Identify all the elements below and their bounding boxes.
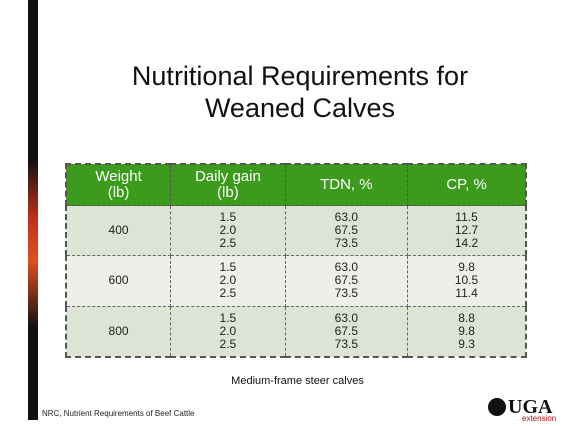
- cell-text: 73.5: [334, 286, 359, 301]
- gain-cell: 1.5 2.0 2.5: [170, 305, 286, 358]
- table-row: 400 1.5 2.0 2.5 63.0 67.5 73.5 11.5 12.7 14.2: [65, 204, 527, 257]
- cell-text: 8.8: [458, 310, 475, 325]
- header-text: Weight: [95, 168, 142, 185]
- cell-text: 63.0: [334, 210, 359, 225]
- gain-cell: 1.5 2.0 2.5: [170, 255, 286, 307]
- header-text: (lb): [217, 184, 239, 201]
- cell-text: 14.2: [454, 236, 479, 251]
- cell-text: 9.3: [458, 336, 475, 351]
- logo: UGA extension: [488, 396, 563, 424]
- table-body: 400 1.5 2.0 2.5 63.0 67.5 73.5 11.5 12.7 14.2 600 1…: [65, 204, 527, 358]
- header-text: TDN, %: [320, 176, 373, 193]
- header-cell: TDN, %: [284, 163, 409, 206]
- title-line: Weaned Calves: [204, 93, 396, 123]
- cp-cell: 9.8 10.5 11.4: [407, 255, 527, 307]
- cell-text: 2.5: [219, 336, 237, 351]
- cell-text: 1.5: [219, 310, 237, 325]
- cell-text: 11.4: [455, 286, 478, 301]
- cell-text: 2.0: [219, 223, 237, 238]
- cell-text: 9.8: [458, 323, 475, 338]
- header-row: Weight (lb) Daily gain (lb) TDN, % CP, %: [65, 163, 527, 206]
- cell-text: 9.8: [458, 260, 475, 275]
- cell-text: 11.5: [455, 210, 478, 225]
- cell-text: 67.5: [334, 273, 359, 288]
- cell-text: 2.5: [219, 236, 237, 251]
- cell-text: 63.0: [334, 310, 359, 325]
- cell-text: 800: [108, 323, 129, 338]
- caption: Medium-frame steer calves: [231, 375, 364, 387]
- table-row: 800 1.5 2.0 2.5 63.0 67.5 73.5 8.8 9.8 9.3: [65, 305, 527, 358]
- cell-text: 73.5: [334, 336, 359, 351]
- cell-text: 67.5: [334, 323, 359, 338]
- table-row: 600 1.5 2.0 2.5 63.0 67.5 73.5 9.8 10.5 11.4: [65, 255, 527, 307]
- cp-cell: 8.8 9.8 9.3: [407, 305, 527, 358]
- logo-sub: extension: [522, 414, 557, 423]
- cell-text: 2.5: [219, 286, 237, 301]
- cell-text: 2.0: [219, 323, 237, 338]
- logo-name: UGA: [508, 396, 553, 418]
- cell-text: 67.5: [334, 223, 359, 238]
- title-line: Nutritional Requirements for: [131, 61, 469, 91]
- weight-cell: 800: [65, 305, 172, 358]
- logo-icon: [488, 398, 506, 416]
- accent-bar: [28, 0, 38, 420]
- cell-text: 10.5: [454, 273, 479, 288]
- cell-text: 1.5: [219, 260, 237, 275]
- cp-cell: 11.5 12.7 14.2: [407, 204, 527, 257]
- footer: NRC, Nutrient Requirements of Beef Cattl…: [42, 409, 195, 418]
- requirements-table: Weight (lb) Daily gain (lb) TDN, % CP, % 400 1…: [65, 163, 527, 358]
- cell-text: 73.5: [334, 236, 359, 251]
- cell-text: 63.0: [334, 260, 359, 275]
- cell-text: 400: [108, 223, 129, 238]
- gain-cell: 1.5 2.0 2.5: [170, 204, 286, 257]
- header-cell: Weight (lb): [65, 163, 172, 206]
- weight-cell: 400: [65, 204, 172, 257]
- cell-text: 1.5: [219, 210, 237, 225]
- cell-text: 600: [108, 273, 129, 288]
- header-text: Daily gain: [194, 168, 261, 185]
- header-text: (lb): [107, 184, 130, 201]
- header-cell: Daily gain (lb): [170, 163, 286, 206]
- slide-title: Nutritional Requirements for Weaned Calv…: [60, 60, 540, 124]
- header-text: CP, %: [446, 176, 487, 193]
- tdn-cell: 63.0 67.5 73.5: [284, 255, 409, 307]
- tdn-cell: 63.0 67.5 73.5: [284, 305, 409, 358]
- header-cell: CP, %: [407, 163, 527, 206]
- tdn-cell: 63.0 67.5 73.5: [284, 204, 409, 257]
- cell-text: 2.0: [219, 273, 237, 288]
- cell-text: 12.7: [454, 223, 479, 238]
- weight-cell: 600: [65, 255, 172, 307]
